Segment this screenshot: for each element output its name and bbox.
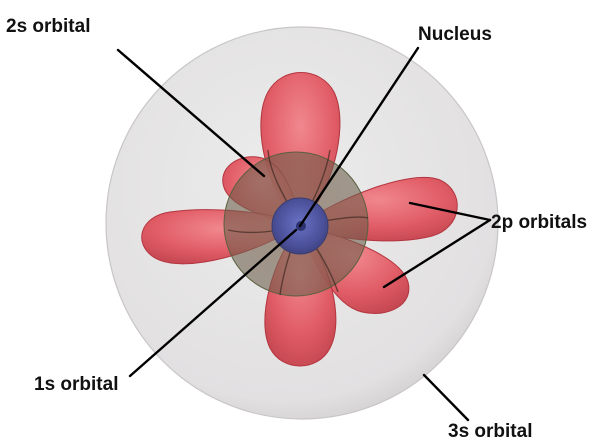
label-nucleus: Nucleus xyxy=(418,24,492,45)
leader-2p-lower xyxy=(382,218,492,289)
leader-2s xyxy=(116,48,266,178)
leader-1s xyxy=(128,228,298,378)
leader-nucleus xyxy=(298,46,420,228)
leader-3s xyxy=(422,373,470,422)
label-3s-orbital: 3s orbital xyxy=(448,421,532,442)
label-2p-orbitals: 2p orbitals xyxy=(491,212,587,233)
leader-lines xyxy=(116,46,492,422)
label-1s-orbital: 1s orbital xyxy=(34,374,118,395)
leader-2p-upper xyxy=(408,201,492,222)
label-2s-orbital: 2s orbital xyxy=(6,16,90,37)
